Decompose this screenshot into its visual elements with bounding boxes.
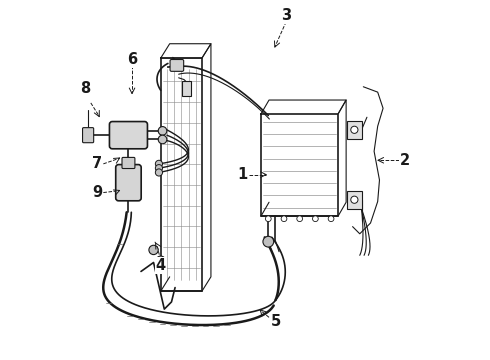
Bar: [182, 81, 191, 96]
Bar: [347, 121, 362, 139]
Text: 5: 5: [270, 314, 281, 329]
Circle shape: [313, 216, 318, 222]
Circle shape: [351, 126, 358, 134]
Text: 1: 1: [237, 167, 247, 182]
FancyBboxPatch shape: [82, 128, 94, 143]
Circle shape: [158, 127, 167, 135]
Text: 8: 8: [80, 81, 91, 96]
FancyBboxPatch shape: [109, 122, 147, 149]
Circle shape: [351, 196, 358, 203]
Circle shape: [155, 169, 163, 176]
FancyBboxPatch shape: [170, 59, 184, 71]
Circle shape: [281, 216, 287, 222]
Circle shape: [263, 236, 274, 247]
Circle shape: [266, 216, 271, 222]
Text: 4: 4: [156, 258, 166, 273]
FancyBboxPatch shape: [116, 165, 141, 201]
Bar: [347, 191, 362, 209]
Circle shape: [156, 256, 166, 265]
Circle shape: [328, 216, 334, 222]
Circle shape: [149, 245, 158, 255]
FancyBboxPatch shape: [122, 157, 135, 168]
Circle shape: [155, 165, 163, 172]
Text: 6: 6: [127, 52, 137, 67]
Text: 9: 9: [92, 185, 102, 200]
Circle shape: [158, 135, 167, 144]
Circle shape: [297, 216, 302, 222]
Circle shape: [155, 160, 163, 167]
Text: 3: 3: [281, 8, 291, 23]
Text: 7: 7: [92, 156, 102, 171]
Text: 2: 2: [399, 153, 410, 168]
